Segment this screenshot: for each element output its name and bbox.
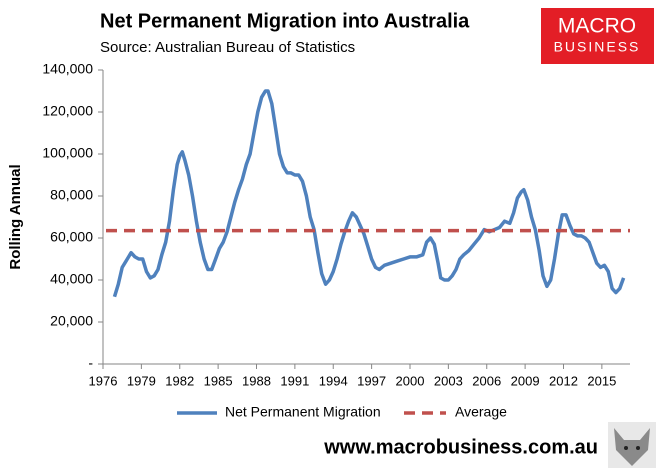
y-tick-label: -: [88, 355, 93, 371]
y-tick-label: 40,000: [50, 271, 93, 287]
x-tick-label: 2000: [396, 373, 425, 388]
y-tick-label: 20,000: [50, 313, 93, 329]
chart-subtitle: Source: Australian Bureau of Statistics: [100, 39, 355, 56]
x-tick-label: 1991: [280, 373, 309, 388]
logo-text: BUSINESS: [554, 39, 641, 55]
x-tick-label: 2015: [587, 373, 616, 388]
x-tick-label: 1976: [89, 373, 118, 388]
data-line: [112, 89, 626, 298]
x-tick-label: 2003: [434, 373, 463, 388]
x-tick-label: 1979: [127, 373, 156, 388]
logo-box: [541, 8, 654, 64]
y-tick-label: 60,000: [50, 229, 93, 245]
x-tick-label: 2006: [472, 373, 501, 388]
x-tick-label: 2009: [511, 373, 540, 388]
logo-text: MACRO: [558, 15, 636, 38]
y-axis-label: Rolling Annual: [7, 164, 24, 269]
wolf-icon: [608, 422, 656, 468]
x-tick-label: 1994: [319, 373, 348, 388]
x-tick-label: 1982: [165, 373, 194, 388]
legend-label: Average: [455, 404, 507, 420]
x-tick-label: 1988: [242, 373, 271, 388]
legend-label: Net Permanent Migration: [225, 404, 381, 420]
x-tick-label: 2012: [549, 373, 578, 388]
y-tick-label: 120,000: [42, 103, 93, 119]
y-tick-label: 140,000: [42, 61, 93, 77]
y-tick-label: 80,000: [50, 187, 93, 203]
x-tick-label: 1985: [204, 373, 233, 388]
y-tick-label: 100,000: [42, 145, 93, 161]
footer-url: www.macrobusiness.com.au: [323, 436, 598, 458]
x-tick-label: 1997: [357, 373, 386, 388]
chart-title: Net Permanent Migration into Australia: [100, 10, 470, 32]
